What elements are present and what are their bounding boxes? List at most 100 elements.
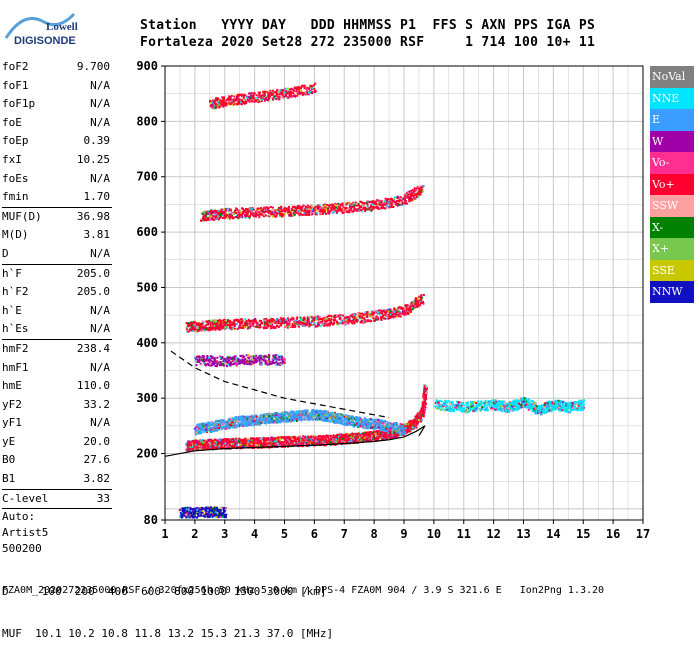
echo-point [544,411,546,413]
echo-point [186,327,188,329]
echo-point [224,443,226,445]
echo-point [381,429,383,431]
echo-point [507,407,509,409]
echo-point [483,406,485,408]
echo-point [406,431,408,433]
echo-point [509,407,511,409]
echo-point [198,424,200,426]
echo-point [342,423,344,425]
echo-point [496,409,498,411]
echo-point [300,419,302,421]
echo-point [441,409,443,411]
echo-point [271,418,273,420]
echo-point [279,439,281,441]
echo-point [471,401,473,403]
echo-point [264,420,266,422]
echo-point [465,411,467,413]
echo-point [308,441,310,443]
echo-point [299,437,301,439]
echo-point [265,423,267,425]
echo-point [536,406,538,408]
echo-point [200,423,202,425]
echo-point [288,438,290,440]
echo-point [243,445,245,447]
echo-point [543,406,545,408]
echo-point [403,433,405,435]
x-tick-label: 12 [486,527,500,541]
echo-point [570,410,572,412]
echo-point [229,445,231,447]
echo-point [577,409,579,411]
echo-point [196,429,198,431]
echo-point [253,442,255,444]
echo-point [416,424,418,426]
echo-point [379,429,381,431]
echo-point [467,403,469,405]
echo-point [258,423,260,425]
echo-point [559,403,561,405]
echo-point [226,446,228,448]
echo-point [201,432,203,434]
y-tick-label: 300 [136,391,158,405]
echo-point [425,392,427,394]
y-tick-label: 900 [136,59,158,73]
echo-point [416,427,418,429]
echo-point [520,404,522,406]
echo-point [453,410,455,412]
echo-point [273,442,275,444]
echo-point [561,401,563,403]
y-tick-label: 600 [136,225,158,239]
echo-point [271,421,273,423]
echo-point [308,412,310,414]
echo-point [548,406,550,408]
echo-point [293,418,295,420]
echo-point [339,414,341,416]
echo-point [424,406,426,408]
echo-point [320,439,322,441]
y-tick-label: 800 [136,114,158,128]
echo-point [281,441,283,443]
echo-point [352,419,354,421]
echo-point [420,418,422,420]
echo-point [583,400,585,402]
echo-point [221,441,223,443]
echo-point [500,408,502,410]
echo-point [446,407,448,409]
echo-point [455,407,457,409]
echo-point [250,424,252,426]
echo-point [235,416,237,418]
echo-point [206,426,208,428]
echo-point [353,440,355,442]
echo-point [491,409,493,411]
echo-point [582,407,584,409]
x-tick-label: 3 [221,527,228,541]
echo-point [502,402,504,404]
echo-point [203,440,205,442]
echo-point [508,411,510,413]
echo-point [384,421,386,423]
echo-point [481,406,483,408]
echo-point [228,442,230,444]
y-tick-label: 80 [144,513,158,527]
echo-point [342,414,344,416]
echo-point [294,416,296,418]
echo-point [451,410,453,412]
echo-point [265,443,267,445]
echo-point [452,406,454,408]
echo-point [214,439,216,441]
echo-point [405,427,407,429]
echo-point [577,403,579,405]
echo-point [506,410,508,412]
echo-point [229,424,231,426]
echo-point [554,408,556,410]
echo-point [459,404,461,406]
echo-point [444,400,446,402]
echo-point [451,404,453,406]
echo-point [360,439,362,441]
echo-point [367,427,369,429]
series-nne-trace [434,397,585,415]
echo-point [195,441,197,443]
echo-point [244,425,246,427]
echo-point [351,432,353,434]
